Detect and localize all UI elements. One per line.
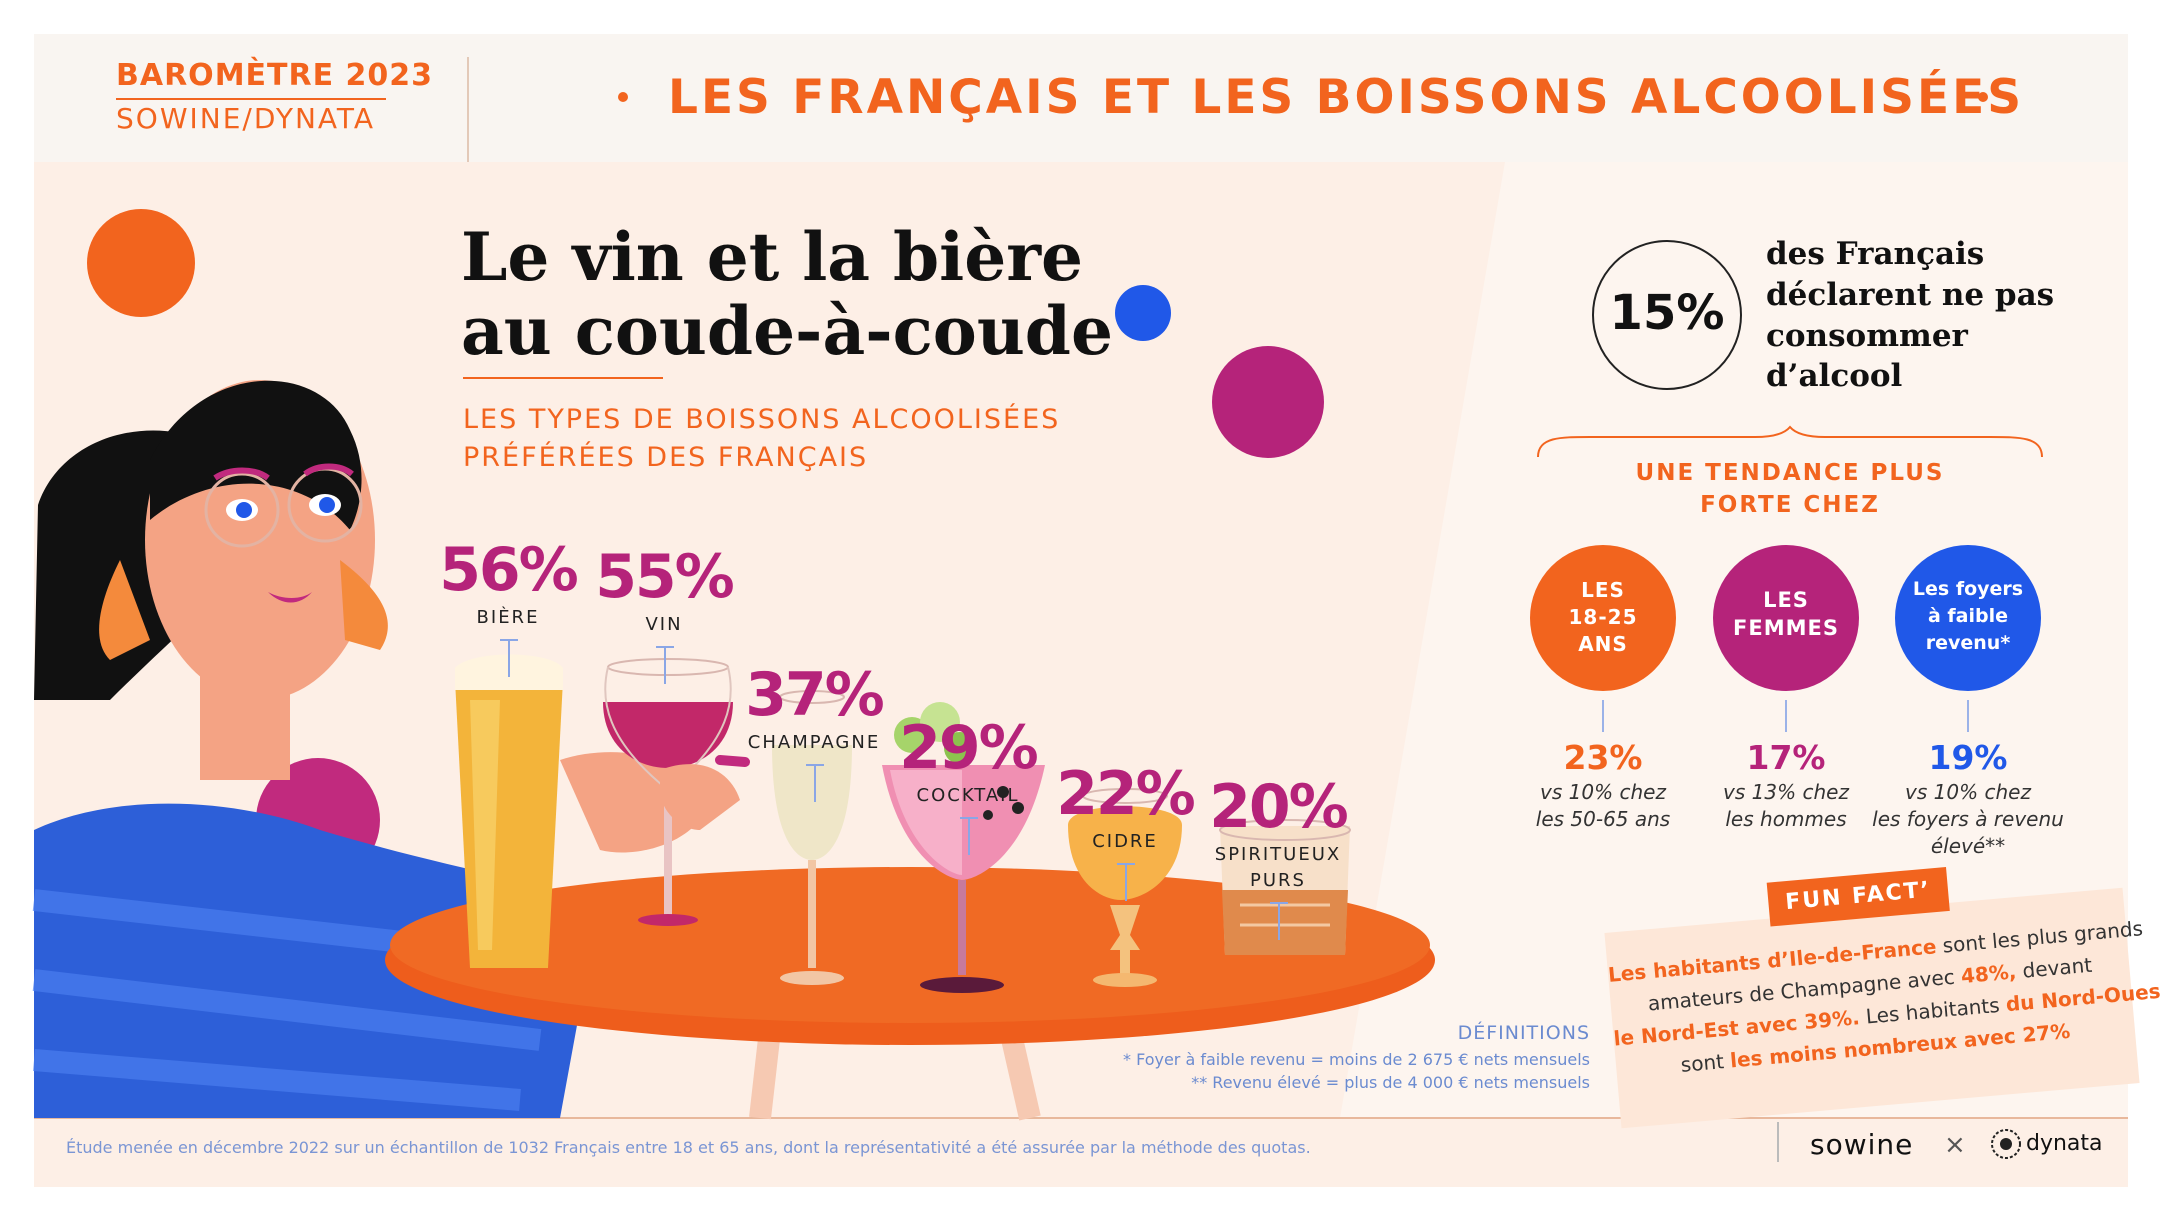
group-circle-low-income (1895, 545, 2041, 691)
group-compare-women-1: vs 13% chez (1723, 780, 1849, 804)
group-compare-women-2: les hommes (1725, 807, 1847, 831)
group-compare-income-3: élevé** (1930, 834, 2006, 858)
stat-value: 15% (1609, 285, 1725, 341)
footer-note: Étude menée en décembre 2022 sur un écha… (66, 1138, 1311, 1157)
group-circle-women (1713, 545, 1859, 691)
barometer-label: BAROMÈTRE 2023 (116, 58, 434, 93)
headline-line1: Le vin et la bière (461, 218, 1084, 296)
fun-fact-text-5: sont (1679, 1048, 1732, 1077)
brace-icon (1537, 425, 2043, 458)
definitions-title: DÉFINITIONS (1457, 1022, 1590, 1044)
group-compare-income-1: vs 10% chez (1905, 780, 2031, 804)
headline-divider (463, 377, 663, 379)
group-label-youth-1: LES (1581, 578, 1625, 602)
dynata-logo: dynata (2026, 1131, 2103, 1156)
group-label-youth-2: 18-25 (1568, 605, 1638, 629)
headline-line2: au coude-à-coude (461, 292, 1113, 370)
fun-fact-text-4: Les habitants (1858, 992, 2007, 1030)
group-circle-youth (1530, 545, 1676, 691)
group-connector-youth (1602, 700, 1604, 732)
stat-text-4: d’alcool (1766, 358, 1903, 394)
group-connector-women (1785, 700, 1787, 732)
stat-text-2: déclarent ne pas (1766, 277, 2055, 313)
group-label-youth-3: ANS (1578, 632, 1628, 656)
group-label-women-2: FEMMES (1733, 616, 1839, 640)
dynata-logo-icon (1991, 1129, 2021, 1159)
group-value-youth: 23% (1563, 738, 1643, 777)
group-label-income-2: à faible (1927, 605, 2009, 627)
stat-text-3: consommer (1766, 318, 1968, 354)
trend-title-line1: UNE TENDANCE PLUS (1635, 460, 1945, 486)
definitions-line2: ** Revenu élevé = plus de 4 000 € nets m… (1191, 1073, 1590, 1092)
fun-fact-48: 48%, (1959, 959, 2018, 989)
group-compare-youth-2: les 50-65 ans (1535, 807, 1671, 831)
trend-title-line2: FORTE CHEZ (1700, 492, 1880, 518)
group-label-income-3: revenu* (1925, 632, 2011, 654)
stat-circle (1592, 240, 1742, 390)
page-title: LES FRANÇAIS ET LES BOISSONS ALCOOLISÉES (668, 70, 2025, 125)
group-connector-income (1967, 700, 1969, 732)
separator-x: × (1944, 1130, 1966, 1160)
chart-subtitle-line1: LES TYPES DE BOISSONS ALCOOLISÉES (463, 404, 1061, 435)
barometer-divider (116, 98, 386, 100)
group-value-women: 17% (1746, 738, 1826, 777)
sowine-logo: sowine (1810, 1128, 1914, 1161)
definitions-line1: * Foyer à faible revenu = moins de 2 675… (1122, 1050, 1590, 1069)
group-label-women-1: LES (1763, 588, 1809, 612)
chart-subtitle-line2: PRÉFÉRÉES DES FRANÇAIS (463, 442, 869, 473)
fun-fact-text-3: devant (2015, 952, 2093, 984)
source-label: SOWINE/DYNATA (116, 102, 375, 135)
title-bullet-right (1978, 92, 1988, 102)
stat-text-1: des Français (1766, 236, 1985, 272)
title-bullet-left (618, 92, 628, 102)
group-value-income: 19% (1928, 738, 2008, 777)
group-compare-income-2: les foyers à revenu (1872, 807, 2064, 831)
group-label-income-1: Les foyers (1912, 578, 2024, 600)
group-compare-youth-1: vs 10% chez (1540, 780, 1666, 804)
